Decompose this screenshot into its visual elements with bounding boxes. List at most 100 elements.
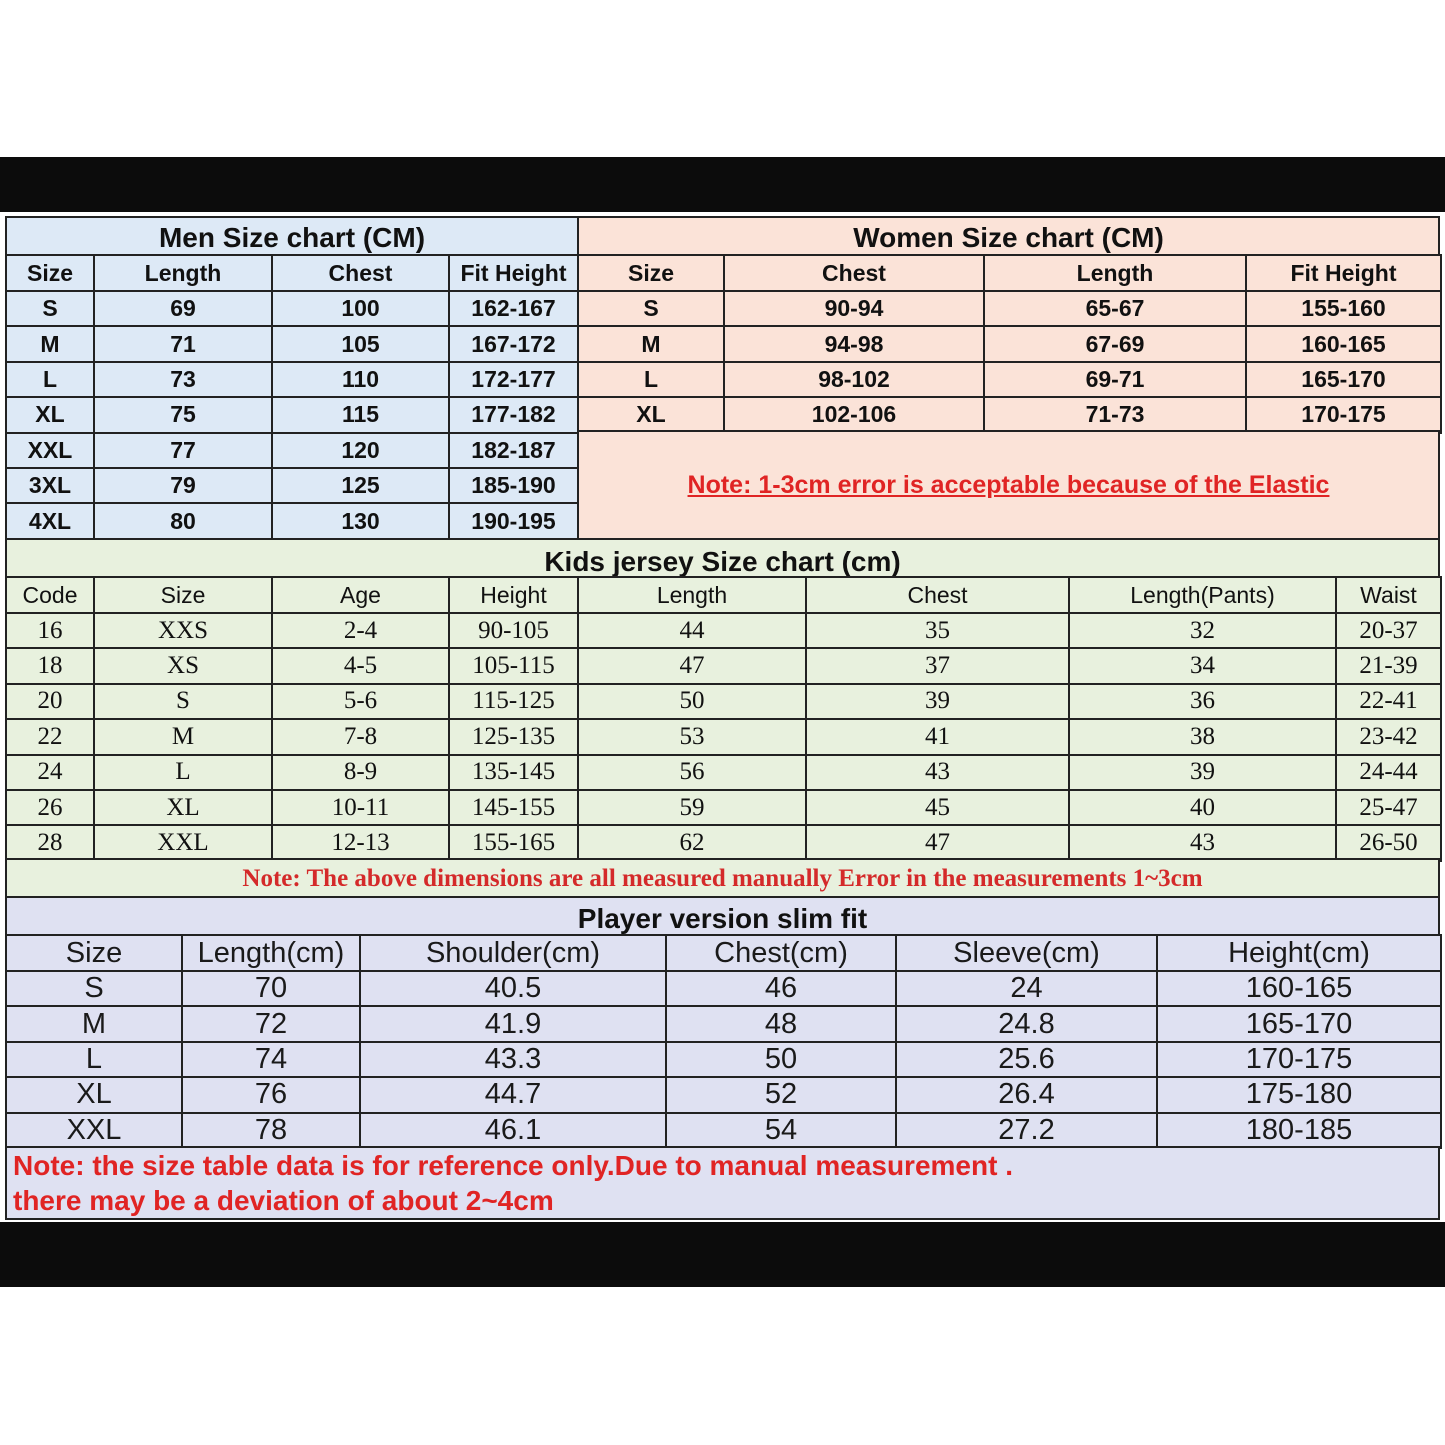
- table-row: 24 L 8-9 135-145 56 43 39 24-44: [5, 753, 1442, 791]
- table-cell: 172-177: [448, 360, 579, 399]
- table-cell: 24-44: [1335, 753, 1442, 791]
- table-row: XXL 77 120 182-187: [5, 431, 579, 469]
- table-cell: 76: [181, 1076, 361, 1114]
- column-header: Height(cm): [1156, 934, 1442, 972]
- table-cell: 23-42: [1335, 718, 1442, 756]
- player-note-line2: there may be a deviation of about 2~4cm: [13, 1185, 554, 1216]
- table-cell: 16: [5, 611, 95, 650]
- table-row: L 74 43.3 50 25.6 170-175: [5, 1040, 1442, 1079]
- table-row: M 71 105 167-172: [5, 325, 579, 363]
- table-cell: 155-165: [448, 824, 579, 862]
- men-title: Men Size chart (CM): [5, 216, 579, 256]
- women-note: Note: 1-3cm error is acceptable because …: [687, 471, 1330, 499]
- table-cell: 115: [271, 396, 450, 434]
- table-cell: 20-37: [1335, 611, 1442, 650]
- table-cell: 175-180: [1156, 1076, 1442, 1114]
- table-row: 26 XL 10-11 145-155 59 45 40 25-47: [5, 788, 1442, 827]
- table-cell: S: [93, 682, 273, 721]
- table-row: XXL 78 46.1 54 27.2 180-185: [5, 1111, 1442, 1149]
- table-cell: 185-190: [448, 466, 579, 505]
- table-row: XL 76 44.7 52 26.4 175-180: [5, 1076, 1442, 1114]
- column-header: Length: [983, 254, 1247, 292]
- player-title: Player version slim fit: [5, 896, 1440, 936]
- table-cell: 26: [5, 788, 95, 827]
- table-cell: 43: [1068, 824, 1337, 862]
- table-cell: 24: [895, 969, 1158, 1008]
- table-row: M 72 41.9 48 24.8 165-170: [5, 1005, 1442, 1043]
- column-header: Height: [448, 576, 579, 614]
- column-header: Code: [5, 576, 95, 614]
- table-row: S 90-94 65-67 155-160: [577, 289, 1442, 328]
- table-cell: 94-98: [723, 325, 985, 363]
- column-header: Sleeve(cm): [895, 934, 1158, 972]
- table-cell: XS: [93, 647, 273, 685]
- column-header: Chest: [723, 254, 985, 292]
- table-cell: M: [577, 325, 725, 363]
- table-cell: 44: [577, 611, 807, 650]
- top-black-band: [0, 157, 1445, 212]
- table-cell: 135-145: [448, 753, 579, 791]
- table-cell: 190-195: [448, 502, 579, 540]
- table-cell: 170-175: [1156, 1040, 1442, 1079]
- table-cell: 90-105: [448, 611, 579, 650]
- table-cell: 20: [5, 682, 95, 721]
- table-cell: XL: [577, 396, 725, 434]
- table-row: 3XL 79 125 185-190: [5, 466, 579, 505]
- men-size-table: Size Length Chest Fit Height S 69 100 162-167 M 7…: [5, 254, 579, 540]
- table-cell: 12-13: [271, 824, 450, 862]
- table-cell: 105-115: [448, 647, 579, 685]
- table-cell: 4XL: [5, 502, 95, 540]
- table-cell: XL: [93, 788, 273, 827]
- table-row: S 70 40.5 46 24 160-165: [5, 969, 1442, 1008]
- table-cell: 125-135: [448, 718, 579, 756]
- table-cell: 10-11: [271, 788, 450, 827]
- table-cell: 73: [93, 360, 273, 399]
- table-cell: 115-125: [448, 682, 579, 721]
- table-cell: 110: [271, 360, 450, 399]
- column-header: Shoulder(cm): [359, 934, 667, 972]
- table-row: XL 102-106 71-73 170-175: [577, 396, 1442, 434]
- table-cell: 46.1: [359, 1111, 667, 1149]
- table-cell: 69: [93, 289, 273, 328]
- table-cell: 22: [5, 718, 95, 756]
- table-cell: 75: [93, 396, 273, 434]
- table-cell: 160-165: [1245, 325, 1442, 363]
- table-cell: 24.8: [895, 1005, 1158, 1043]
- table-cell: 24: [5, 753, 95, 791]
- kids-note: Note: The above dimensions are all measu…: [242, 865, 1203, 892]
- table-cell: L: [5, 1040, 183, 1079]
- table-cell: 40.5: [359, 969, 667, 1008]
- table-cell: 102-106: [723, 396, 985, 434]
- table-cell: 8-9: [271, 753, 450, 791]
- table-row: 18 XS 4-5 105-115 47 37 34 21-39: [5, 647, 1442, 685]
- table-cell: 4-5: [271, 647, 450, 685]
- table-cell: 72: [181, 1005, 361, 1043]
- table-cell: 41.9: [359, 1005, 667, 1043]
- column-header: Length: [577, 576, 807, 614]
- table-cell: S: [5, 289, 95, 328]
- player-note-line1: Note: the size table data is for referen…: [13, 1150, 1013, 1181]
- table-cell: 28: [5, 824, 95, 862]
- table-cell: 7-8: [271, 718, 450, 756]
- table-cell: L: [93, 753, 273, 791]
- column-header: Length(Pants): [1068, 576, 1337, 614]
- table-row: 20 S 5-6 115-125 50 39 36 22-41: [5, 682, 1442, 721]
- table-cell: 53: [577, 718, 807, 756]
- kids-header-row: Code Size Age Height Length Chest Length(Pants…: [5, 576, 1442, 614]
- table-cell: 120: [271, 431, 450, 469]
- table-cell: 48: [665, 1005, 897, 1043]
- table-cell: M: [5, 325, 95, 363]
- table-cell: 25.6: [895, 1040, 1158, 1079]
- table-cell: 59: [577, 788, 807, 827]
- table-cell: 177-182: [448, 396, 579, 434]
- table-cell: 56: [577, 753, 807, 791]
- table-cell: 26-50: [1335, 824, 1442, 862]
- player-header-row: Size Length(cm) Shoulder(cm) Chest(cm) Sleev…: [5, 934, 1442, 972]
- table-cell: 105: [271, 325, 450, 363]
- table-cell: 54: [665, 1111, 897, 1149]
- table-cell: 167-172: [448, 325, 579, 363]
- table-row: L 98-102 69-71 165-170: [577, 360, 1442, 399]
- column-header: Fit Height: [1245, 254, 1442, 292]
- table-cell: 90-94: [723, 289, 985, 328]
- table-cell: 125: [271, 466, 450, 505]
